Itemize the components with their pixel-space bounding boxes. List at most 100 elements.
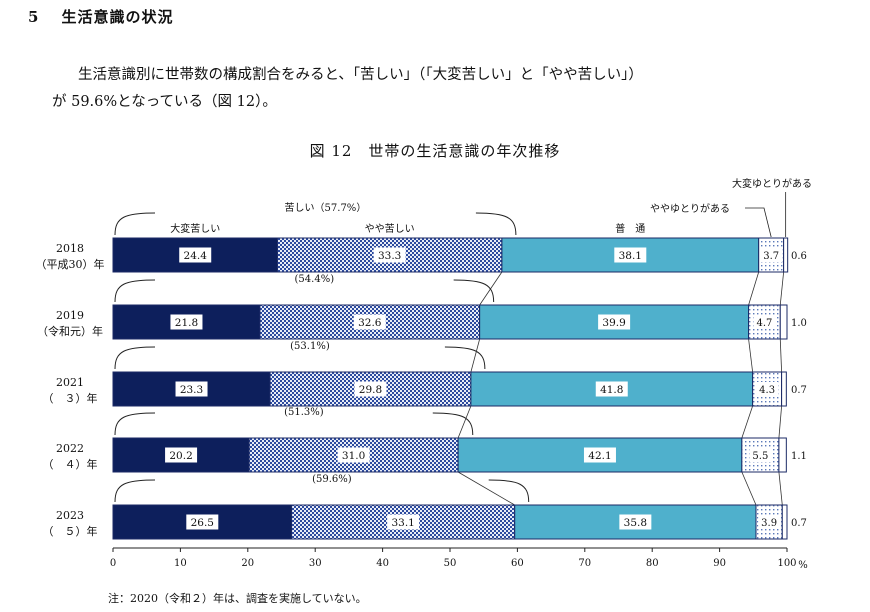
figure-title: 図 12 世帯の生活意識の年次推移	[309, 142, 561, 160]
value-label-very_comfortable-2021: 0.7	[791, 385, 807, 396]
x-tick-label-90: 90	[713, 558, 726, 569]
value-label-box-normal-2019	[598, 314, 631, 330]
x-tick-label-20: 20	[241, 558, 254, 569]
connector-line-2-1	[470, 338, 481, 373]
value-label-very_hard-2022: 20.2	[169, 450, 192, 462]
value-label-box-somewhat_hard-2022	[337, 447, 370, 463]
era-label-2021: （ ３）年	[43, 391, 98, 405]
series-name-normal: 普 通	[615, 222, 645, 235]
bracket-right-2023	[488, 479, 530, 503]
value-label-somewhat_hard-2018: 33.3	[378, 250, 401, 262]
era-label-2019: （令和元）年	[37, 324, 103, 338]
value-label-somewhat_comfortable-2022: 5.5	[752, 451, 768, 462]
hard-total-label-2019: (54.4%)	[295, 274, 335, 285]
connector-line-2-2	[457, 405, 472, 439]
value-label-box-very_hard-2023	[186, 514, 219, 530]
year-label-2021: 2021	[56, 376, 84, 389]
bar-segment-normal-2018	[501, 237, 760, 273]
bracket-right-2019	[453, 279, 495, 303]
value-label-very_hard-2018: 24.4	[184, 250, 208, 262]
series-name-very-hard: 大変苦しい	[170, 222, 220, 235]
value-label-box-very_hard-2018	[179, 247, 212, 263]
value-label-very_comfortable-2018: 0.6	[791, 251, 807, 262]
bracket-left-2023	[114, 479, 156, 503]
era-label-2018: （平成30）年	[36, 257, 105, 271]
year-label-2018: 2018	[56, 242, 84, 255]
x-tick-label-50: 50	[444, 558, 457, 569]
connector-line-3-3	[741, 471, 757, 506]
value-label-box-somewhat_comfortable-2022	[749, 448, 772, 462]
paragraph-line-1: 生活意識別に世帯数の構成割合をみると、「苦しい」（「大変苦しい」と「やや苦しい」…	[78, 67, 643, 83]
bracket-right-2018	[475, 212, 517, 236]
connector-line-2-0	[479, 271, 503, 306]
value-label-box-somewhat_comfortable-2018	[760, 248, 783, 262]
bracket-left-2021	[114, 346, 156, 370]
x-tick-label-40: 40	[376, 558, 389, 569]
hard-total-label-2021: (53.1%)	[290, 341, 330, 352]
value-label-very_comfortable-2022: 1.1	[791, 451, 807, 462]
value-label-very_comfortable-2019: 1.0	[791, 318, 807, 329]
x-axis-unit: %	[798, 560, 808, 571]
value-label-box-somewhat_comfortable-2021	[756, 382, 779, 396]
value-label-somewhat_comfortable-2021: 4.3	[759, 385, 775, 396]
connector-line-2-3	[457, 471, 515, 506]
value-label-box-somewhat_hard-2023	[387, 514, 420, 530]
connector-line-4-1	[779, 338, 783, 373]
x-tick-label-10: 10	[174, 558, 187, 569]
era-label-2023: （ ５）年	[43, 524, 98, 538]
bracket-left-2018	[114, 212, 156, 236]
section-number: 5	[28, 8, 40, 26]
hard-total-label-2018: 苦しい（57.7%）	[285, 201, 367, 214]
value-label-very_hard-2019: 21.8	[175, 317, 198, 329]
value-label-somewhat_comfortable-2023: 3.9	[761, 518, 777, 529]
x-tick-label-100: 100	[777, 558, 796, 569]
value-label-normal-2022: 42.1	[588, 450, 611, 462]
value-label-normal-2023: 35.8	[624, 517, 647, 529]
year-label-2019: 2019	[56, 309, 84, 322]
x-tick-label-0: 0	[110, 558, 116, 569]
value-label-box-normal-2018	[614, 247, 647, 263]
section-title: 生活意識の状況	[61, 8, 174, 26]
section-heading: 5 生活意識の状況	[28, 6, 173, 27]
x-tick-label-80: 80	[646, 558, 659, 569]
hard-total-label-2023: (59.6%)	[312, 474, 352, 485]
value-label-somewhat_comfortable-2019: 4.7	[756, 318, 772, 329]
value-label-box-somewhat_hard-2019	[353, 314, 386, 330]
year-label-2023: 2023	[56, 509, 84, 522]
value-label-somewhat_hard-2022: 31.0	[342, 450, 365, 462]
summary-paragraph: 生活意識別に世帯数の構成割合をみると、「苦しい」（「大変苦しい」と「やや苦しい」…	[52, 62, 852, 116]
value-label-box-normal-2021	[595, 381, 628, 397]
leader-somewhat-comfortable	[745, 207, 772, 238]
bracket-right-2021	[444, 346, 486, 370]
value-label-somewhat_comfortable-2018: 3.7	[763, 251, 779, 262]
x-tick-label-30: 30	[309, 558, 322, 569]
value-label-box-very_hard-2022	[165, 447, 198, 463]
value-label-normal-2019: 39.9	[602, 317, 625, 329]
connector-line-4-2	[778, 405, 783, 439]
bar-segment-very_comfortable-2023	[781, 504, 788, 540]
x-tick-label-70: 70	[578, 558, 591, 569]
bracket-left-2019	[114, 279, 156, 303]
value-label-box-normal-2022	[583, 447, 616, 463]
series-name-very-comfortable: 大変ゆとりがある	[732, 177, 812, 190]
bar-segment-very_comfortable-2019	[779, 304, 788, 340]
bar-segment-very_comfortable-2022	[778, 437, 787, 473]
series-name-somewhat-hard: やや苦しい	[365, 222, 415, 235]
value-label-somewhat_hard-2023: 33.1	[391, 517, 414, 529]
value-label-box-somewhat_hard-2021	[354, 381, 387, 397]
bar-segment-very_hard-2019	[112, 304, 261, 340]
connector-line-4-0	[779, 271, 785, 306]
value-label-very_hard-2023: 26.5	[191, 517, 214, 529]
value-label-very_hard-2021: 23.3	[180, 384, 203, 396]
value-label-somewhat_hard-2019: 32.6	[358, 317, 382, 329]
value-label-box-somewhat_comfortable-2019	[753, 315, 776, 329]
value-label-box-normal-2023	[619, 514, 652, 530]
bar-segment-very_hard-2022	[112, 437, 250, 473]
series-name-somewhat-comfortable: ややゆとりがある	[650, 202, 730, 215]
x-tick-label-60: 60	[511, 558, 524, 569]
value-label-very_comfortable-2023: 0.7	[791, 518, 807, 529]
value-label-box-somewhat_comfortable-2023	[758, 515, 781, 529]
bar-segment-very_comfortable-2018	[783, 237, 789, 273]
value-label-box-somewhat_hard-2018	[373, 247, 406, 263]
connector-line-3-2	[741, 405, 754, 439]
